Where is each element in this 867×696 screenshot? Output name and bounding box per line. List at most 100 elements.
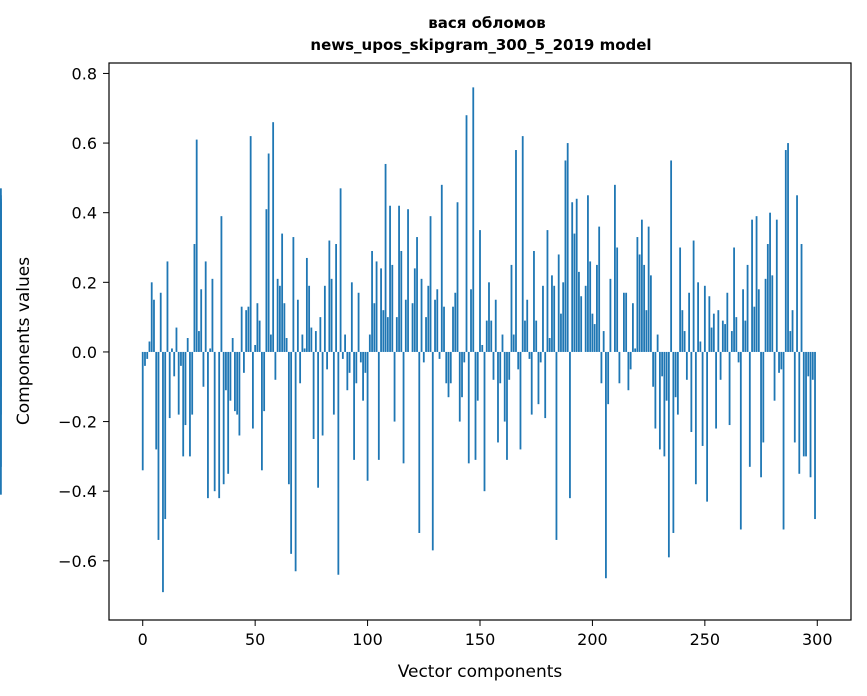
bar-278 xyxy=(766,244,769,352)
bar-173 xyxy=(530,351,533,415)
bar-66 xyxy=(290,351,293,554)
bar-140 xyxy=(456,202,459,352)
bar-undefined xyxy=(0,351,2,366)
bar-234 xyxy=(667,351,670,558)
bar-204 xyxy=(600,351,603,384)
bar-108 xyxy=(384,163,387,352)
bar-257 xyxy=(719,351,722,380)
bar-256 xyxy=(717,310,720,352)
bar-142 xyxy=(461,351,463,398)
bar-251 xyxy=(706,351,708,502)
y-tick-label: 0.0 xyxy=(72,343,97,362)
bar-180 xyxy=(546,230,549,352)
bar-146 xyxy=(470,289,472,352)
bar-99 xyxy=(364,351,367,373)
bar-73 xyxy=(305,257,308,352)
bar-101 xyxy=(368,334,371,352)
bar-45 xyxy=(243,351,245,373)
bar-238 xyxy=(676,351,679,415)
bar-232 xyxy=(663,351,666,457)
bar-226 xyxy=(649,275,652,352)
bar-138 xyxy=(452,306,454,352)
bar-178 xyxy=(542,285,544,352)
bar-179 xyxy=(544,351,547,419)
bar-231 xyxy=(661,351,664,377)
x-tick-label: 150 xyxy=(465,630,496,649)
bar-84 xyxy=(330,278,333,352)
bar-55 xyxy=(265,209,268,352)
bar-series xyxy=(0,87,816,593)
bar-287 xyxy=(787,143,789,352)
bar-172 xyxy=(528,351,531,359)
bar-167 xyxy=(517,351,520,370)
bar-216 xyxy=(627,351,630,391)
bar-48 xyxy=(249,136,252,352)
bar-285 xyxy=(782,351,785,530)
bar-161 xyxy=(503,351,506,422)
bar-11 xyxy=(166,261,169,352)
bar-293 xyxy=(800,244,803,352)
bar-62 xyxy=(281,233,284,352)
bar-14 xyxy=(173,351,176,377)
bar-93 xyxy=(350,282,353,352)
bar-156 xyxy=(492,351,495,380)
bar-114 xyxy=(398,205,400,352)
bar-67 xyxy=(292,237,295,352)
bar-100 xyxy=(366,351,369,481)
bar-208 xyxy=(609,278,612,352)
bar-126 xyxy=(425,317,427,352)
bar-17 xyxy=(180,351,182,366)
bar-24 xyxy=(195,139,198,352)
bar-89 xyxy=(341,351,344,359)
bar-284 xyxy=(780,351,783,370)
bar-90 xyxy=(344,334,346,352)
bar-296 xyxy=(807,351,810,377)
bar-59 xyxy=(274,351,277,380)
bar-12 xyxy=(168,351,171,419)
bar-243 xyxy=(688,292,691,352)
bar-215 xyxy=(625,292,628,352)
bar-50 xyxy=(254,344,257,352)
bar-6 xyxy=(155,351,158,450)
bar-254 xyxy=(712,313,715,352)
y-tick-label: 0.4 xyxy=(72,204,97,223)
bar-233 xyxy=(665,351,668,401)
y-tick-label: −0.4 xyxy=(58,482,97,501)
bar-56 xyxy=(267,153,270,352)
y-tick-label: −0.2 xyxy=(58,413,97,432)
bar-16 xyxy=(177,351,180,415)
bar-171 xyxy=(526,299,529,352)
bar-105 xyxy=(377,351,380,460)
bar-85 xyxy=(332,351,335,415)
bar-211 xyxy=(616,247,619,352)
bar-219 xyxy=(634,348,637,352)
bar-268 xyxy=(744,320,747,352)
bar-222 xyxy=(640,219,643,352)
bar-166 xyxy=(515,150,517,352)
bar-239 xyxy=(679,247,682,352)
bar-283 xyxy=(778,351,780,373)
bar-92 xyxy=(348,351,351,373)
bar-131 xyxy=(436,289,439,352)
bar-281 xyxy=(773,351,776,401)
y-axis-label: Components values xyxy=(14,257,34,425)
bar-25 xyxy=(198,331,200,352)
bar-102 xyxy=(371,250,373,352)
bar-112 xyxy=(393,351,396,422)
x-tick-label: 100 xyxy=(352,630,383,649)
bar-169 xyxy=(521,136,524,352)
bar-106 xyxy=(380,268,382,352)
bar-103 xyxy=(373,303,376,352)
bar-69 xyxy=(296,299,299,352)
bar-91 xyxy=(346,351,349,391)
bar-195 xyxy=(580,296,583,352)
x-axis-label: Vector components xyxy=(398,662,563,682)
bar-80 xyxy=(321,351,324,436)
bar-253 xyxy=(710,327,713,352)
y-tick-label: 0.8 xyxy=(72,64,97,83)
bar-8 xyxy=(159,292,162,352)
bar-230 xyxy=(658,351,661,450)
bar-150 xyxy=(479,230,481,352)
bar-185 xyxy=(557,254,560,352)
x-tick-label: 50 xyxy=(245,630,265,649)
